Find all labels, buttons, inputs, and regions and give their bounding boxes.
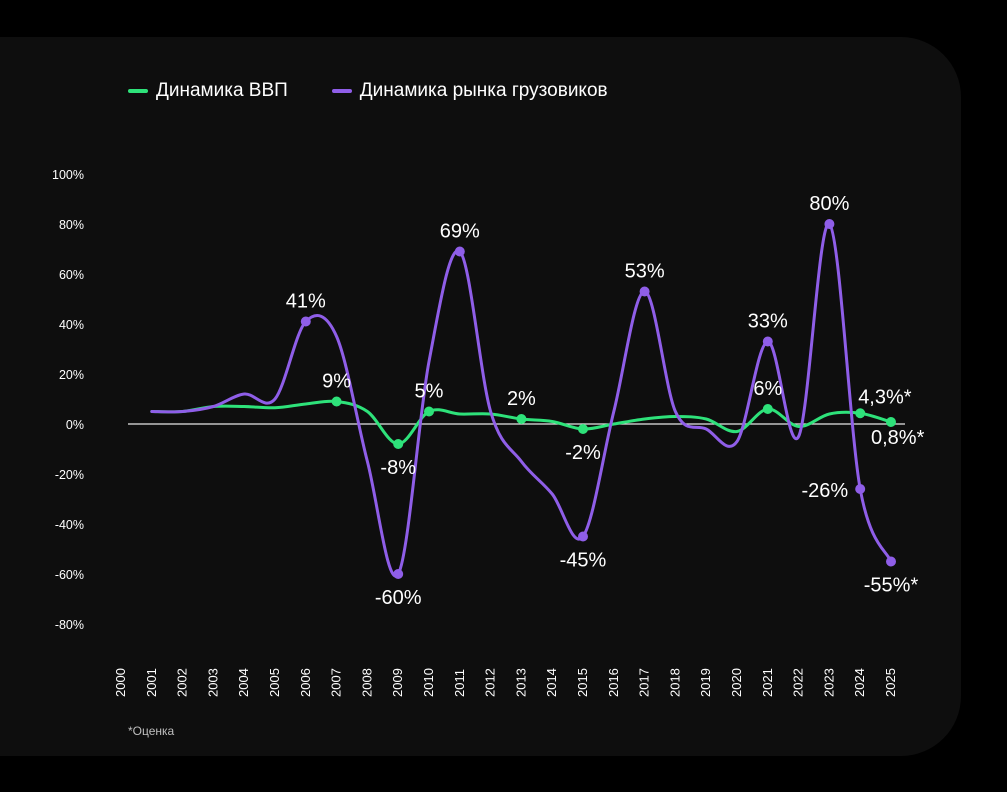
x-tick-label: 2019 — [698, 668, 713, 697]
data-point-trucks — [886, 556, 896, 567]
x-tick-label: 2022 — [791, 668, 806, 697]
data-point-trucks — [824, 219, 835, 229]
x-tick-label: 2012 — [483, 668, 498, 697]
y-tick-label: 80% — [59, 218, 84, 232]
x-tick-label: 2008 — [359, 668, 374, 697]
x-tick-label: 2000 — [113, 668, 128, 697]
y-tick-label: -40% — [55, 518, 84, 532]
x-tick-label: 2014 — [544, 668, 559, 697]
legend-label-gdp: Динамика ВВП — [156, 80, 288, 101]
data-point-gdp — [393, 439, 404, 449]
x-tick-label: 2004 — [236, 668, 251, 697]
x-tick-label: 2017 — [637, 668, 652, 697]
data-point-trucks — [454, 246, 465, 257]
x-tick-label: 2023 — [821, 668, 836, 697]
x-tick-label: 2006 — [298, 668, 313, 697]
y-tick-label: 0% — [66, 418, 84, 432]
x-tick-label: 2010 — [421, 668, 436, 697]
data-label-trucks: 53% — [625, 261, 665, 283]
data-label-gdp: 4,3%* — [858, 386, 912, 408]
data-point-trucks — [300, 316, 311, 327]
x-tick-label: 2024 — [852, 668, 867, 697]
data-point-trucks — [578, 531, 588, 542]
data-label-trucks: -45% — [560, 550, 607, 572]
data-label-gdp: 0,8%* — [871, 427, 925, 449]
y-tick-label: -80% — [55, 618, 84, 632]
data-label-trucks: 41% — [286, 291, 326, 313]
x-tick-label: 2007 — [329, 668, 344, 697]
chart-panel — [0, 37, 961, 756]
chart-legend: Динамика ВВП Динамика рынка грузовиков — [128, 80, 608, 102]
data-label-trucks: -60% — [375, 587, 422, 609]
x-tick-label: 2021 — [760, 668, 775, 697]
data-label-gdp: 6% — [753, 378, 782, 400]
legend-swatch-gdp — [128, 89, 148, 93]
y-tick-label: 20% — [59, 368, 84, 382]
data-label-trucks: -55%* — [864, 575, 919, 597]
x-tick-label: 2009 — [390, 668, 405, 697]
x-tick-label: 2001 — [144, 668, 159, 697]
data-label-trucks: 33% — [748, 311, 788, 333]
y-tick-label: -60% — [55, 568, 84, 582]
x-tick-label: 2003 — [205, 668, 220, 697]
data-point-gdp — [886, 417, 896, 427]
data-label-gdp: 2% — [507, 388, 536, 410]
data-point-trucks — [855, 484, 866, 494]
footnote: *Оценка — [128, 724, 175, 738]
data-label-gdp: -2% — [565, 442, 601, 464]
x-tick-label: 2013 — [513, 668, 528, 697]
x-tick-label: 2025 — [883, 668, 898, 697]
x-tick-label: 2002 — [175, 668, 190, 697]
legend-item-trucks[interactable]: Динамика рынка грузовиков — [331, 80, 608, 102]
y-tick-label: 40% — [59, 318, 84, 332]
x-tick-label: 2020 — [729, 668, 744, 697]
x-tick-label: 2015 — [575, 668, 590, 697]
data-point-gdp — [578, 424, 588, 434]
data-label-gdp: 9% — [322, 371, 351, 393]
data-point-gdp — [855, 408, 866, 419]
x-tick-label: 2005 — [267, 668, 282, 697]
data-point-gdp — [762, 404, 773, 414]
data-label-trucks: 69% — [440, 221, 480, 243]
data-point-trucks — [762, 336, 773, 347]
data-label-gdp: 5% — [415, 381, 444, 403]
x-tick-label: 2018 — [667, 668, 682, 697]
legend-label-trucks: Динамика рынка грузовиков — [359, 80, 608, 101]
legend-swatch-trucks — [331, 89, 352, 93]
data-point-gdp — [424, 406, 434, 417]
x-tick-label: 2016 — [606, 668, 621, 697]
data-point-trucks — [393, 569, 404, 579]
data-label-trucks: 80% — [809, 193, 849, 215]
legend-item-gdp[interactable]: Динамика ВВП — [128, 80, 288, 102]
data-label-trucks: -26% — [801, 480, 848, 502]
y-tick-label: 60% — [59, 268, 84, 282]
data-label-gdp: -8% — [380, 457, 416, 479]
data-point-gdp — [331, 396, 342, 407]
y-tick-label: -20% — [55, 468, 84, 482]
y-tick-label: 100% — [52, 168, 84, 182]
x-tick-label: 2011 — [452, 669, 467, 697]
data-point-trucks — [639, 286, 650, 297]
data-point-gdp — [516, 414, 527, 424]
